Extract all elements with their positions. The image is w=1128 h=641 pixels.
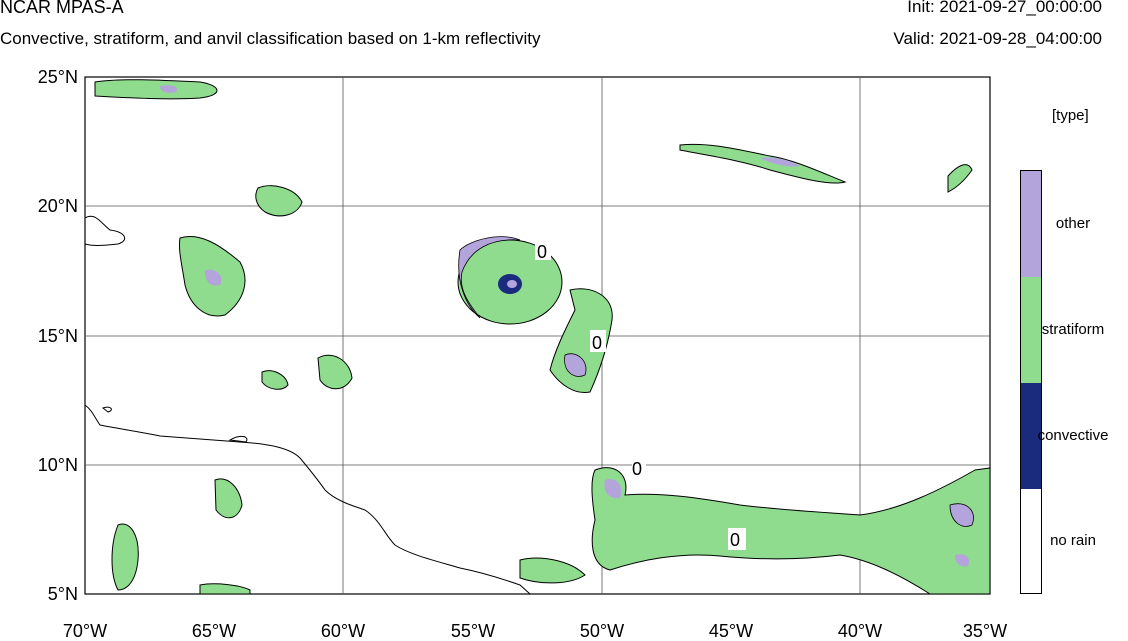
lon-tick-label: 35°W (963, 621, 1007, 641)
legend-label-stratiform: stratiform (1041, 321, 1105, 338)
legend-colorbar (1020, 170, 1042, 594)
legend-label-no-rain: no rain (1050, 532, 1096, 549)
legend-swatch-no-rain (1021, 489, 1041, 593)
lat-tick-label: 20°N (38, 196, 78, 216)
plot-subtitle: Convective, stratiform, and anvil classi… (0, 29, 541, 48)
init-time: Init: 2021-09-27_00:00:00 (907, 0, 1102, 16)
model-title: NCAR MPAS-A (0, 0, 124, 17)
contour-label: 0 (730, 530, 740, 550)
valid-time: Valid: 2021-09-28_04:00:00 (893, 29, 1102, 48)
legend-label-convective: convective (1037, 427, 1109, 444)
lat-tick-label: 5°N (48, 584, 78, 604)
lat-axis-labels: 25°N 20°N 15°N 10°N 5°N (38, 67, 78, 604)
lat-tick-label: 15°N (38, 326, 78, 346)
lon-tick-label: 50°W (580, 621, 624, 641)
lon-tick-label: 65°W (192, 621, 236, 641)
legend-label-other: other (1055, 215, 1091, 232)
precip-features (94, 79, 991, 595)
lon-tick-label: 55°W (451, 621, 495, 641)
legend-swatch-other (1021, 171, 1041, 277)
contour-label: 0 (537, 242, 547, 262)
contour-label: 0 (592, 333, 602, 353)
contour-label: 0 (632, 459, 642, 479)
legend-swatch-convective (1021, 383, 1041, 489)
legend-title: [type] (1052, 107, 1089, 124)
lon-axis-labels: 70°W 65°W 60°W 55°W 50°W 45°W 40°W 35°W (63, 621, 1007, 641)
lon-tick-label: 70°W (63, 621, 107, 641)
lon-tick-label: 40°W (838, 621, 882, 641)
coastlines (84, 215, 531, 595)
lat-tick-label: 25°N (38, 67, 78, 87)
contour-labels: 0 0 0 0 (535, 240, 746, 550)
lat-tick-label: 10°N (38, 455, 78, 475)
legend-swatch-stratiform (1021, 277, 1041, 383)
lon-tick-label: 45°W (709, 621, 753, 641)
lon-tick-label: 60°W (321, 621, 365, 641)
